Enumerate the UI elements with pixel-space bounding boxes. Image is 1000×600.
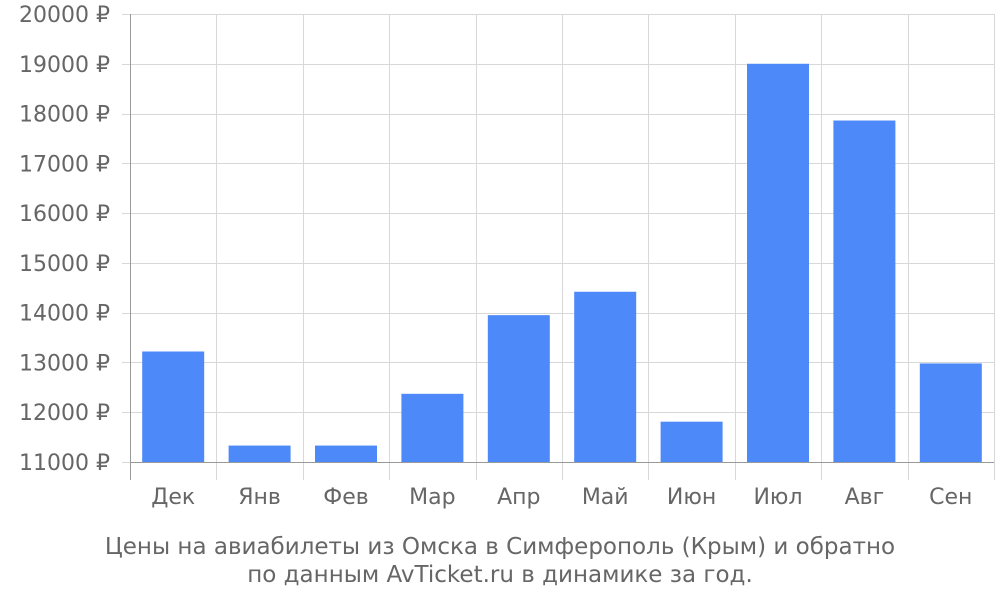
bar-1 [228,445,291,462]
chart-caption-line-1: Цены на авиабилеты из Омска в Симферопол… [104,534,896,560]
bar-7 [747,63,809,463]
chart-caption-line-2: по данным AvTicket.ru в динамике за год. [247,562,753,588]
bar-6 [660,421,723,462]
x-tick-label: Фев [323,485,368,510]
bars [142,63,982,463]
x-tick-label: Сен [929,485,972,510]
y-tick-label: 12000 ₽ [19,401,110,426]
y-tick-label: 19000 ₽ [19,53,110,78]
bar-0 [142,351,205,462]
bar-3 [401,393,464,462]
bar-9 [919,363,982,462]
x-tick-label: Июл [753,485,802,510]
y-tick-label: 15000 ₽ [19,252,110,277]
x-tick-label: Дек [151,485,195,510]
y-tick-label: 18000 ₽ [19,103,110,128]
x-tick-label: Апр [497,485,540,510]
bar-5 [574,291,637,462]
y-tick-label: 11000 ₽ [19,451,110,476]
bar-8 [833,120,896,462]
x-tick-label: Авг [845,485,885,510]
bar-2 [315,445,377,462]
x-tick-label: Мар [409,485,455,510]
y-tick-label: 13000 ₽ [19,351,110,376]
y-tick-label: 16000 ₽ [19,202,110,227]
y-tick-label: 14000 ₽ [19,302,110,327]
x-tick-label: Янв [238,485,281,510]
y-tick-label: 17000 ₽ [19,152,110,177]
y-tick-label: 20000 ₽ [19,3,110,28]
y-tick-labels: 11000 ₽ 12000 ₽ 13000 ₽ 14000 ₽ 15000 ₽ 16000… [19,3,110,476]
x-tick-label: Май [582,485,629,510]
axes [130,14,994,480]
x-tick-labels: Дек Янв Фев Мар Апр Май Июн Июл Авг Сен [151,485,972,510]
x-tick-label: Июн [667,485,716,510]
bar-4 [487,315,550,462]
